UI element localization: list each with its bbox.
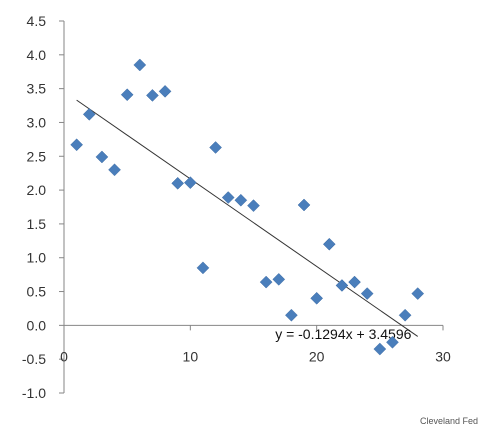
data-point — [146, 89, 159, 102]
y-tick-label: 2.0 — [27, 182, 47, 198]
y-tick-label: -0.5 — [22, 351, 46, 367]
data-point — [171, 176, 185, 190]
data-point — [183, 176, 197, 190]
data-point — [95, 150, 109, 164]
y-tick-label: 3.5 — [27, 81, 47, 97]
y-tick-label: 2.5 — [27, 148, 47, 164]
y-tick-label: 1.0 — [27, 250, 47, 266]
data-point — [335, 279, 349, 292]
data-point — [322, 237, 336, 251]
data-point — [221, 191, 235, 204]
data-points — [70, 58, 425, 356]
y-tick-label: 4.5 — [27, 13, 47, 29]
y-tick-label: -1.0 — [22, 385, 46, 401]
data-point — [272, 273, 286, 286]
x-tick-label: 10 — [183, 348, 199, 364]
data-point — [386, 335, 399, 349]
y-tick-label: 4.0 — [27, 47, 47, 63]
data-point — [411, 287, 425, 300]
data-point — [247, 199, 260, 213]
data-point — [297, 198, 311, 212]
data-point — [70, 138, 83, 152]
data-point — [398, 308, 412, 322]
data-point — [373, 342, 387, 356]
x-tick-label: 20 — [309, 348, 325, 364]
data-point — [120, 88, 134, 102]
x-tick-label: 30 — [435, 348, 451, 364]
data-point — [310, 291, 324, 305]
data-point — [348, 275, 361, 289]
data-point — [196, 261, 210, 275]
trendline — [76, 99, 419, 337]
y-tick-label: 0.5 — [27, 284, 47, 300]
y-tick-label: 1.5 — [27, 216, 47, 232]
x-tick-label: 0 — [60, 348, 68, 364]
data-point — [259, 275, 273, 289]
data-point — [209, 141, 222, 154]
data-point — [285, 308, 298, 322]
data-point — [82, 107, 96, 121]
data-point — [360, 287, 374, 300]
x-axis: 0 10 20 30 — [60, 324, 451, 364]
data-point — [133, 58, 147, 72]
trendline-group: y = -0.1294x + 3.4596 — [76, 99, 419, 342]
data-point — [108, 163, 121, 177]
data-point — [234, 193, 248, 207]
data-point — [158, 84, 172, 98]
y-axis: 4.5 4.0 3.5 3.0 2.5 2.0 1.5 1.0 0.5 0.0 -0.5 -1.0 — [22, 13, 65, 401]
source-credit: Cleveland Fed — [419, 416, 478, 426]
y-tick-label: 0.0 — [27, 317, 47, 333]
trendline-equation: y = -0.1294x + 3.4596 — [275, 326, 411, 342]
y-tick-label: 3.0 — [27, 114, 47, 130]
